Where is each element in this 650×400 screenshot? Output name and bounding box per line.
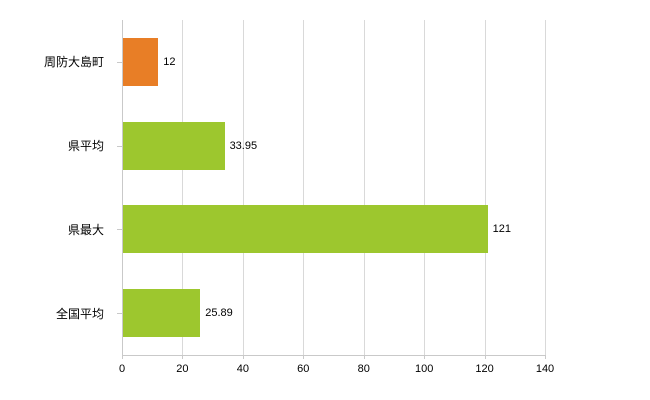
- gridline: [545, 20, 546, 355]
- bar-周防大島町: [122, 37, 159, 86]
- x-axis-tick-label: 20: [176, 363, 189, 375]
- y-tick-mark: [117, 313, 122, 315]
- x-tick-mark: [424, 355, 426, 359]
- bar-row: 12: [122, 20, 545, 104]
- y-tick-mark: [117, 229, 122, 231]
- x-axis-tick-label: 60: [297, 363, 310, 375]
- y-tick-mark: [117, 61, 122, 63]
- bar-rows: 12 33.95 121 25.89: [122, 20, 545, 355]
- gridline: [424, 20, 426, 355]
- x-tick-mark: [122, 355, 123, 359]
- y-axis-label: 県平均: [67, 139, 104, 154]
- y-axis-label: 県最大: [67, 222, 104, 237]
- value-label: 12: [163, 55, 176, 68]
- x-axis-tick-label: 40: [236, 363, 249, 375]
- y-tick-mark: [117, 145, 122, 147]
- bar-県最大: [122, 205, 488, 254]
- value-label: 25.89: [205, 307, 233, 320]
- x-tick-mark: [545, 355, 546, 359]
- bar-row: 121: [122, 188, 545, 272]
- x-axis: 0 20 40 60 80 100 120 140: [118, 355, 554, 395]
- x-tick-mark: [242, 355, 244, 359]
- y-axis-label: 全国平均: [55, 306, 104, 321]
- y-axis-line: [122, 20, 123, 355]
- x-axis-tick-label: 140: [535, 363, 555, 375]
- value-label: 33.95: [229, 139, 258, 152]
- x-axis-tick-label: 0: [118, 363, 126, 375]
- x-axis-line: [122, 355, 546, 356]
- x-axis-tick-label: 120: [475, 363, 494, 375]
- gridline: [242, 20, 244, 355]
- bar-県平均: [122, 121, 225, 170]
- x-tick-mark: [303, 355, 305, 359]
- bar-全国平均: [122, 289, 201, 338]
- x-axis-tick-label: 100: [414, 363, 434, 375]
- x-tick-mark: [182, 355, 184, 359]
- x-tick-mark: [363, 355, 365, 359]
- bar-row: 33.95: [122, 104, 545, 188]
- bar-row: 25.89: [122, 271, 545, 355]
- y-axis-label: 周防大島町: [43, 55, 104, 70]
- plot-area: 12 33.95 121 25.89: [122, 20, 546, 355]
- gridline: [484, 20, 486, 355]
- x-tick-mark: [484, 355, 486, 359]
- gridline: [303, 20, 305, 355]
- x-axis-tick-label: 80: [357, 363, 370, 375]
- value-label: 121: [492, 223, 511, 236]
- gridline: [363, 20, 365, 355]
- y-axis-labels: 周防大島町県平均県最大全国平均: [0, 20, 112, 355]
- gridline: [182, 20, 184, 355]
